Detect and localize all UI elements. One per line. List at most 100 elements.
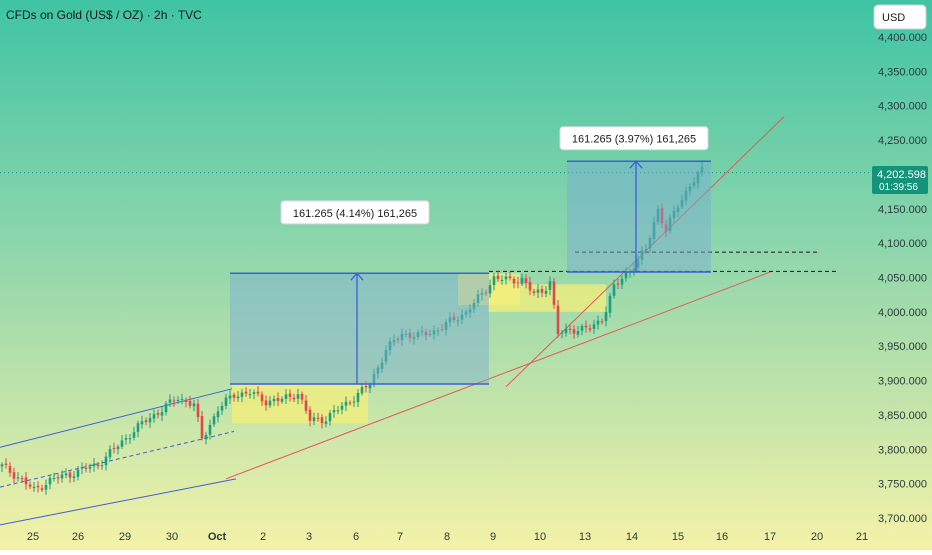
candle-body: [492, 276, 496, 285]
x-tick-label: 20: [811, 531, 823, 543]
candle-body: [268, 400, 272, 406]
candle-body: [636, 258, 640, 268]
candle-body: [580, 326, 584, 331]
y-tick-label: 3,750.000: [878, 479, 927, 491]
price-range-box[interactable]: [230, 273, 489, 385]
candle-body: [404, 333, 408, 335]
candle-body: [156, 413, 160, 415]
candle-body: [460, 314, 464, 320]
candle-body: [212, 416, 216, 425]
candle-body: [96, 464, 100, 467]
candle-body: [524, 278, 528, 284]
candle-body: [656, 208, 660, 222]
candle-body: [552, 281, 556, 305]
candle-body: [416, 332, 420, 337]
x-tick-label: 6: [353, 531, 359, 543]
y-tick-label: 4,150.000: [878, 204, 927, 216]
consolidation-zone: [488, 284, 606, 312]
candle-body: [316, 417, 320, 419]
candle-body: [604, 312, 608, 322]
candle-body: [132, 432, 136, 438]
candle-body: [500, 279, 504, 281]
candle-body: [16, 477, 20, 479]
candle-body: [544, 290, 548, 294]
candle-body: [116, 446, 120, 450]
candle-body: [420, 331, 424, 333]
candle-body: [532, 291, 536, 293]
candle-body: [376, 367, 380, 374]
candle-body: [240, 392, 244, 397]
candle-body: [120, 440, 124, 447]
trend-line-lower[interactable]: [225, 270, 773, 480]
candle-body: [40, 488, 44, 490]
time-axis[interactable]: 25 26 29 30 Oct 2 3 6 7 8 9 10 13 14 15 16 17 20 21: [27, 531, 868, 543]
x-tick-label: 16: [716, 531, 728, 543]
candle-body: [684, 190, 688, 201]
candle-body: [76, 469, 80, 477]
candle-body: [488, 285, 492, 294]
candle-body: [168, 399, 172, 403]
candle-body: [60, 474, 64, 479]
x-tick-label: 30: [166, 531, 178, 543]
candle-body: [28, 484, 32, 487]
candle-body: [88, 466, 92, 469]
candle-body: [184, 399, 188, 403]
candle-body: [368, 384, 372, 389]
candle-body: [336, 410, 340, 412]
x-tick-label: 14: [626, 531, 638, 543]
candle-body: [592, 324, 596, 329]
x-tick-label: 7: [397, 531, 403, 543]
x-tick-label: 10: [534, 531, 546, 543]
candle-body: [632, 268, 636, 272]
channel-mid-line[interactable]: [0, 430, 235, 488]
y-tick-label: 4,000.000: [878, 307, 927, 319]
candle-body: [64, 473, 68, 476]
range-label-box: [280, 200, 430, 225]
price-range-box[interactable]: [567, 161, 711, 273]
candle-body: [652, 222, 656, 239]
candle-body: [512, 278, 516, 284]
candle-body: [496, 275, 500, 280]
candle-body: [128, 438, 132, 440]
candle-body: [140, 421, 144, 425]
candle-body: [640, 250, 644, 260]
candle-body: [324, 421, 328, 424]
candle-body: [160, 412, 164, 416]
x-tick-label: 29: [119, 531, 131, 543]
price-tag-price: 4,202.598: [877, 169, 926, 181]
candle-body: [232, 394, 236, 398]
channel-lower-line[interactable]: [0, 478, 237, 526]
candle-body: [148, 418, 152, 423]
candle-body: [528, 282, 532, 291]
candle-body: [340, 405, 344, 410]
candle-body: [180, 398, 184, 400]
candle-body: [668, 217, 672, 232]
candle-body: [432, 330, 436, 335]
price-axis[interactable]: 3,700.000 3,750.000 3,800.000 3,850.000 3,90…: [878, 32, 927, 525]
candle-body: [20, 478, 24, 480]
candle-body: [228, 395, 232, 399]
candle-body: [600, 321, 604, 323]
candle-body: [408, 333, 412, 339]
currency-button[interactable]: USD: [873, 4, 927, 30]
candle-body: [52, 477, 56, 479]
candle-body: [252, 392, 256, 394]
channel-upper-line[interactable]: [0, 388, 233, 448]
candle-body: [472, 302, 476, 309]
candle-body: [576, 331, 580, 335]
candle-body: [276, 397, 280, 402]
candle-body: [264, 400, 268, 406]
candle-body: [48, 477, 52, 485]
lines-layer: [0, 116, 872, 526]
y-tick-label: 3,800.000: [878, 444, 927, 456]
candle-body: [356, 393, 360, 403]
candle-body: [396, 338, 400, 340]
candle-body: [84, 468, 88, 470]
candle-body: [288, 393, 292, 397]
candle-body: [152, 414, 156, 419]
x-tick-label: Oct: [208, 531, 227, 543]
candle-body: [620, 278, 624, 285]
range-label: 161.265 (3.97%) 161,265: [572, 134, 696, 146]
